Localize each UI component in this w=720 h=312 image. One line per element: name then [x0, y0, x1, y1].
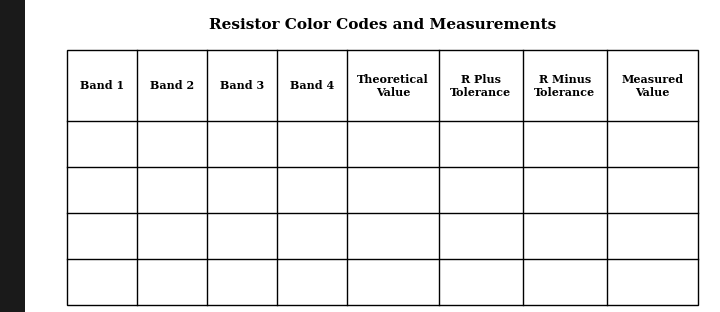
Text: Theoretical
Value: Theoretical Value: [357, 74, 429, 98]
Text: R Minus
Tolerance: R Minus Tolerance: [534, 74, 595, 98]
Text: Band 1: Band 1: [80, 80, 124, 91]
Text: Band 4: Band 4: [290, 80, 335, 91]
Text: Band 3: Band 3: [220, 80, 264, 91]
Text: Band 2: Band 2: [150, 80, 194, 91]
Text: Resistor Color Codes and Measurements: Resistor Color Codes and Measurements: [209, 18, 556, 32]
Text: Measured
Value: Measured Value: [621, 74, 683, 98]
Text: R Plus
Tolerance: R Plus Tolerance: [450, 74, 511, 98]
